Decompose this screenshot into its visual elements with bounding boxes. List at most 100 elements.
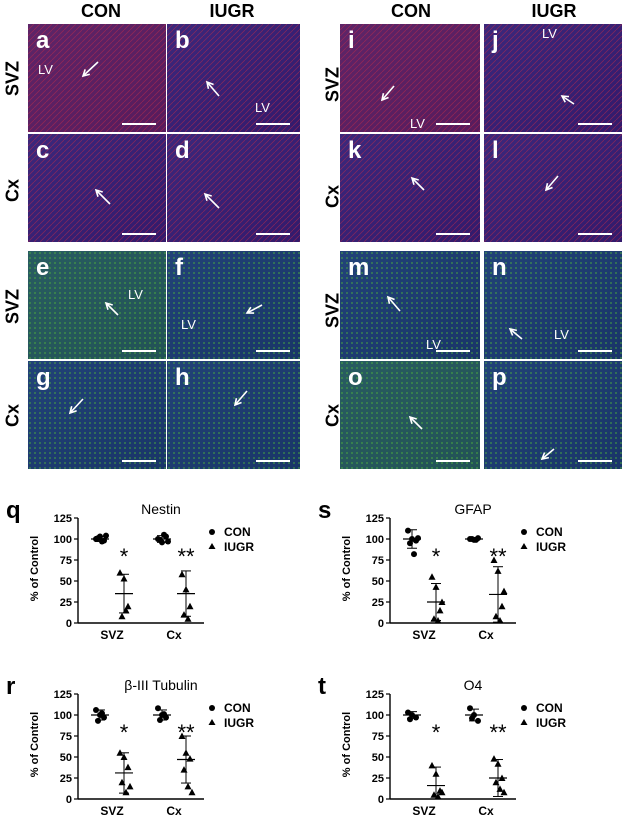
panel-letter-c: c (36, 137, 49, 164)
y-tick-label: 0 (66, 618, 72, 630)
x-tick-label: SVZ (412, 628, 435, 642)
y-tick-label: 75 (372, 555, 384, 567)
data-point-iugr (438, 788, 446, 796)
stain-texture (484, 134, 622, 242)
micrograph-panel-c: c (28, 134, 166, 242)
data-point-iugr (436, 606, 444, 614)
lv-label: LV (542, 26, 557, 41)
data-point-iugr (184, 615, 192, 622)
legend-label-iugr: IUGR (224, 540, 254, 554)
y-tick-label: 25 (60, 773, 72, 785)
arrow-icon (387, 296, 401, 312)
significance-marker: ** (489, 544, 507, 569)
panel-letter-e: e (36, 254, 49, 281)
data-point-iugr (188, 788, 196, 796)
legend-marker-iugr (520, 719, 528, 725)
column-header-con-right: CON (391, 1, 431, 21)
arrow-head (410, 176, 419, 185)
arrow-head (81, 69, 90, 78)
arrow-icon (204, 193, 220, 209)
micrograph-panel-m: m LV (340, 251, 480, 359)
legend-marker-con (209, 529, 215, 535)
arrow-icon (541, 448, 555, 460)
y-tick-label: 25 (372, 773, 384, 785)
micrograph-panel-k: k (340, 134, 480, 242)
y-tick-label: 50 (60, 752, 72, 764)
y-tick-label: 50 (372, 752, 384, 764)
panel-letter-j: j (491, 27, 499, 54)
arrow-icon (561, 95, 575, 105)
y-tick-label: 125 (54, 513, 72, 525)
stain-texture (167, 134, 300, 242)
y-axis-label: % of Control (341, 712, 353, 777)
x-tick-label: Cx (478, 628, 494, 642)
y-tick-label: 100 (54, 534, 72, 546)
arrow-icon (206, 81, 220, 97)
y-tick-label: 75 (372, 731, 384, 743)
panel-letter-d: d (175, 137, 190, 164)
arrow-head (205, 80, 214, 90)
arrow-head (380, 92, 389, 102)
micrograph-panel-p: p (484, 361, 622, 469)
micrograph-panel-b: b LV (167, 24, 300, 132)
micrograph-panel-f: f LV (167, 251, 300, 359)
data-point-iugr (500, 587, 508, 595)
y-axis-label: % of Control (29, 536, 41, 601)
y-tick-label: 125 (54, 689, 72, 701)
micrograph-panel-i: i LV (340, 24, 480, 132)
stain-texture (167, 24, 300, 132)
y-tick-label: 50 (372, 576, 384, 588)
legend-marker-iugr (520, 543, 528, 549)
stain-texture (484, 361, 622, 469)
y-axis-label: % of Control (341, 536, 353, 601)
arrow-icon (105, 302, 119, 316)
stain-texture (28, 361, 166, 469)
micrograph-panel-e: e LV (28, 251, 166, 359)
lv-label: LV (255, 100, 270, 115)
micrograph-panel-d: d (167, 134, 300, 242)
legend-marker-iugr (208, 719, 216, 725)
arrow-icon (409, 416, 423, 430)
column-header-iugr-right: IUGR (531, 1, 577, 21)
significance-marker: ** (177, 544, 195, 569)
x-tick-label: SVZ (100, 804, 123, 818)
chart-letter: t (318, 673, 326, 700)
column-header-iugr-left: IUGR (209, 1, 255, 21)
chart-title: Nestin (141, 501, 181, 517)
data-point-con (165, 538, 171, 545)
stain-texture (484, 251, 622, 359)
chart-title: GFAP (454, 501, 491, 517)
panel-letter-m: m (348, 254, 369, 281)
significance-marker: * (432, 544, 441, 569)
stain-texture (28, 134, 166, 242)
lv-label: LV (426, 337, 441, 352)
y-tick-label: 100 (366, 534, 384, 546)
data-point-iugr (490, 556, 498, 563)
y-tick-label: 0 (66, 794, 72, 806)
significance-marker: * (120, 720, 129, 745)
data-point-iugr (490, 755, 498, 762)
micrograph-panel-o: o (340, 361, 480, 469)
legend-label-iugr: IUGR (536, 540, 566, 554)
arrow-head (408, 415, 417, 424)
arrow-head (94, 188, 103, 197)
y-tick-label: 0 (378, 794, 384, 806)
legend-label-iugr: IUGR (536, 716, 566, 730)
y-tick-label: 125 (366, 513, 384, 525)
data-point-con (467, 705, 473, 712)
panel-letter-f: f (175, 254, 184, 281)
lv-label: LV (410, 116, 425, 131)
legend-label-iugr: IUGR (224, 716, 254, 730)
significance-marker: ** (489, 720, 507, 745)
lv-label: LV (128, 287, 143, 302)
micrograph-panel-n: n LV (484, 251, 622, 359)
stain-texture (28, 24, 166, 132)
y-tick-label: 100 (54, 710, 72, 722)
arrow-head (245, 306, 255, 314)
chart-title: β-III Tubulin (124, 677, 197, 693)
significance-marker: * (120, 544, 129, 569)
lv-label: LV (554, 327, 569, 342)
data-point-iugr (122, 788, 130, 796)
data-point-iugr (498, 602, 506, 610)
